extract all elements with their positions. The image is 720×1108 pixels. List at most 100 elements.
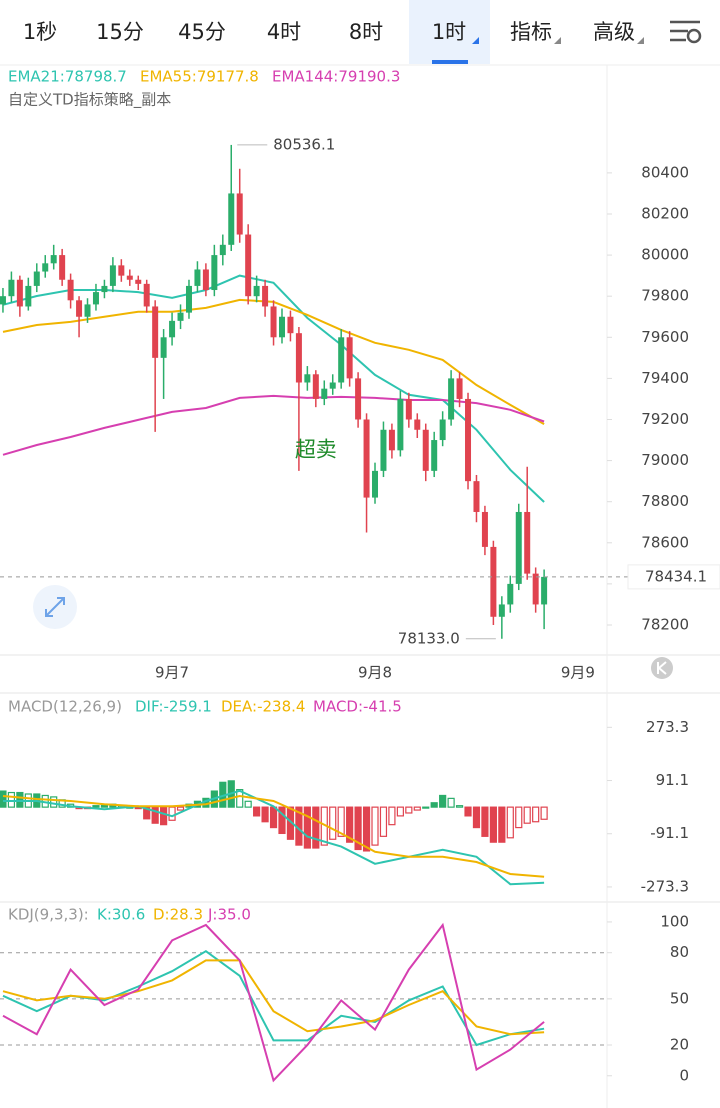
macd-bar <box>176 806 185 811</box>
macd-bar <box>405 806 413 814</box>
macd-bar <box>396 806 404 817</box>
candle-body <box>321 388 328 399</box>
candle-body <box>295 333 302 383</box>
candle-body <box>456 378 463 399</box>
candle-body <box>312 374 319 399</box>
candle-body <box>515 511 522 584</box>
candle-body <box>465 398 472 482</box>
y-tick-label: 79000 <box>641 451 689 469</box>
y-tick-label: 91.1 <box>656 771 689 789</box>
y-tick-label: 80200 <box>641 204 689 222</box>
y-tick-label: 100 <box>660 912 689 930</box>
candle-body <box>76 300 83 317</box>
macd-bar <box>455 805 464 808</box>
tab[interactable]: 指标 <box>510 20 552 44</box>
tab[interactable]: 1时 <box>432 20 466 44</box>
low-label: 78133.0 <box>398 629 460 647</box>
candle-body <box>219 244 226 256</box>
macd-bar <box>337 806 345 837</box>
candle-body <box>236 193 243 235</box>
candle-body <box>228 193 235 245</box>
candle-body <box>363 419 370 498</box>
candle-body <box>346 337 353 379</box>
y-tick-label: 79800 <box>641 287 689 305</box>
x-tick-label: 9月7 <box>155 664 189 682</box>
y-tick-label: 79400 <box>641 369 689 387</box>
macd-bar <box>422 806 430 809</box>
candle-body <box>194 269 201 286</box>
legend-item: K:30.6 <box>97 906 145 924</box>
y-tick-label: 78800 <box>641 492 689 510</box>
candle-body <box>278 316 285 338</box>
tab[interactable]: 1秒 <box>23 20 57 44</box>
candle-body <box>473 481 480 512</box>
candle-body <box>481 511 488 547</box>
macd-bar <box>464 806 472 817</box>
y-tick-label: 273.3 <box>646 718 689 736</box>
annotation: 超卖 <box>295 437 337 461</box>
x-tick-label: 9月8 <box>358 664 392 682</box>
macd-bar <box>430 802 438 808</box>
candle-body <box>118 265 125 276</box>
candle-body <box>253 285 260 297</box>
candle-body <box>422 429 429 471</box>
candle-body <box>152 306 159 358</box>
macd-bar <box>515 806 523 829</box>
candle-body <box>160 337 167 358</box>
tab[interactable]: 45分 <box>178 20 226 44</box>
y-tick-label: 78600 <box>641 533 689 551</box>
candle-body <box>431 440 438 471</box>
tab[interactable]: 15分 <box>96 20 144 44</box>
legend-item: EMA55:79177.8 <box>140 68 259 86</box>
y-tick-label: 80400 <box>641 163 689 181</box>
tab[interactable]: 4时 <box>267 20 301 44</box>
scroll-end-icon[interactable] <box>651 657 673 679</box>
candle-body <box>270 306 277 338</box>
candle-body <box>16 279 23 307</box>
macd-bar <box>481 806 489 837</box>
y-tick-label: 79600 <box>641 328 689 346</box>
candle-body <box>532 573 539 605</box>
macd-bar <box>439 794 447 808</box>
legend-item: J:35.0 <box>207 906 251 924</box>
tab[interactable]: 高级 <box>593 20 635 44</box>
macd-bar <box>160 806 168 826</box>
y-tick-label: -91.1 <box>650 824 689 842</box>
macd-bar <box>489 806 497 843</box>
indicator-line <box>2 950 545 1047</box>
macd-bar <box>261 806 269 823</box>
candle-body <box>287 316 294 334</box>
candle-body <box>109 265 116 286</box>
indicator-line <box>2 922 545 1083</box>
candle-body <box>490 546 497 617</box>
settings-icon[interactable] <box>670 20 702 44</box>
y-tick-label: 0 <box>679 1066 689 1084</box>
macd-bar <box>7 791 16 808</box>
candle-body <box>84 304 91 317</box>
indicator-line <box>2 959 545 1036</box>
candle-body <box>126 275 133 280</box>
y-tick-label: 50 <box>670 989 689 1007</box>
tab[interactable]: 8时 <box>349 20 383 44</box>
candle-body <box>388 429 395 451</box>
candle-body <box>498 604 505 617</box>
legend-item: DIF:-259.1 <box>135 698 212 716</box>
tab-caret <box>554 37 561 44</box>
candle-body <box>262 285 269 307</box>
macd-bar <box>303 806 311 849</box>
subtitle: 自定义TD指标策略_副本 <box>8 91 171 110</box>
macd-bar <box>354 806 362 851</box>
macd-bar <box>92 805 100 808</box>
macd-bar <box>236 789 244 808</box>
legend-item: MACD:-41.5 <box>313 698 402 716</box>
macd-bar <box>532 806 540 823</box>
candle-body <box>8 279 15 297</box>
expand-icon[interactable] <box>33 585 77 629</box>
candle-body <box>92 292 99 305</box>
candle-body <box>202 269 209 291</box>
y-tick-label: 20 <box>670 1036 689 1054</box>
candle-body <box>448 378 455 420</box>
candle-body <box>59 255 66 280</box>
macd-bar <box>151 806 159 824</box>
